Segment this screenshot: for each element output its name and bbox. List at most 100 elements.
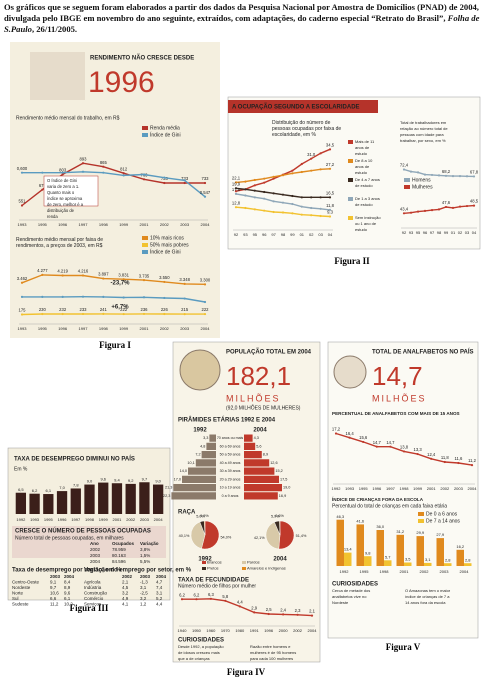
value-label: 14,7 [373,440,382,445]
bar [244,467,275,475]
value-label: 68,2 [442,169,451,174]
point [409,170,413,173]
age-label: 20 a 29 anos [220,477,241,481]
value-label: 17,8 [232,187,241,192]
value-label: 47,6 [442,200,451,205]
point [310,169,313,172]
sector-table-cell: 7,4 [156,585,163,590]
point [253,196,256,199]
chart-subtitle: Em % [14,466,28,472]
point [402,168,406,171]
point [267,612,270,616]
value-label: 241 [100,307,108,312]
value-label: 893 [80,156,88,161]
value-label: 803 [59,167,67,172]
point [291,212,294,215]
x-tick-label: 1999 [119,326,129,331]
bar [84,484,95,514]
value-label: 16,9 [279,494,286,498]
point [41,295,44,298]
point [402,212,406,215]
point [416,171,420,174]
point [61,295,64,298]
value-label: 3.831 [118,272,129,277]
point [142,296,146,299]
legend-swatch [142,250,148,254]
x-tick-label: 1998 [400,486,410,491]
value-label: 12,8 [232,200,241,205]
point [224,599,227,602]
x-tick-label: 2003 [180,326,190,331]
bar [244,459,270,467]
point [41,312,44,316]
point [244,188,247,191]
point [263,190,266,194]
point [444,205,448,209]
legend-swatch [418,512,424,516]
chart-note: Percentual do total de crianças em cada … [332,503,447,509]
value-label: 11,2 [468,458,477,463]
title-band [228,100,378,113]
value-label: 7,0 [59,485,65,490]
point [402,450,406,453]
curiosity-line: analfabetos vive no [332,594,367,599]
point [319,168,322,171]
x-tick-label: 1992 [332,486,342,491]
value-label: 17,0 [174,477,181,481]
bar [464,563,472,566]
point [319,214,322,218]
point [253,208,256,211]
x-tick-label: 2004 [201,326,211,331]
bar [15,492,27,514]
pie-slice [279,520,281,536]
curiosity-line: 14 anos fora da escola [405,600,446,605]
legend-swatch [418,519,424,523]
sector-table-cell: 2,1 [122,580,129,585]
point [102,165,105,168]
bar [244,434,253,442]
point [291,169,294,172]
point [142,178,146,181]
bar [43,494,54,514]
point [319,196,322,199]
sector-table-cell: 3,2 [122,591,129,596]
value-label: 4,8 [200,444,205,448]
fig4-highlight: 182,1 [226,361,291,391]
region-table-cell: Sul [12,596,19,601]
point [291,202,294,206]
bar [173,484,216,492]
x-tick-label: 1997 [79,326,89,331]
point [263,209,266,212]
x-tick-label: 1998 [99,222,109,227]
series-line [22,295,206,303]
point [310,214,313,217]
age-label: 30 a 39 anos [220,469,241,473]
figure-3-panel [7,447,171,601]
bar [416,536,424,566]
x-tick-label: 99 [290,232,295,237]
value-label: 43,4 [400,206,409,211]
bar [98,482,109,514]
point [328,208,332,211]
intro: Os gráficos que se seguem foram elaborad… [4,2,481,35]
chart-note: Número médio de filhos por mulher [178,583,256,589]
point [272,177,275,180]
chart-subtitle: Rendimento médio mensal por faixa de rend… [16,237,103,249]
value-label: 6,2 [32,488,38,493]
point [291,172,294,175]
legend-label-line: De 8 a 10 [355,158,373,163]
point [122,296,125,299]
curiosity-line: Desde 1992, a população [178,644,224,649]
fig1-highlight: 1996 [88,66,155,99]
pie-label: 1992 [198,557,212,563]
note-line: varia de zero a 1. [47,184,79,189]
region-table-header: 2004 [64,574,75,579]
value-label: 4.216 [78,269,89,274]
value-label: 6,1 [46,488,52,493]
curiosities-title: CURIOSIDADES [178,638,224,644]
x-tick-label: 2004 [201,222,211,227]
bar [396,534,404,566]
x-tick-label: 93 [243,232,248,237]
fig5-highlight: 14,7 [372,361,423,391]
point [281,193,285,196]
